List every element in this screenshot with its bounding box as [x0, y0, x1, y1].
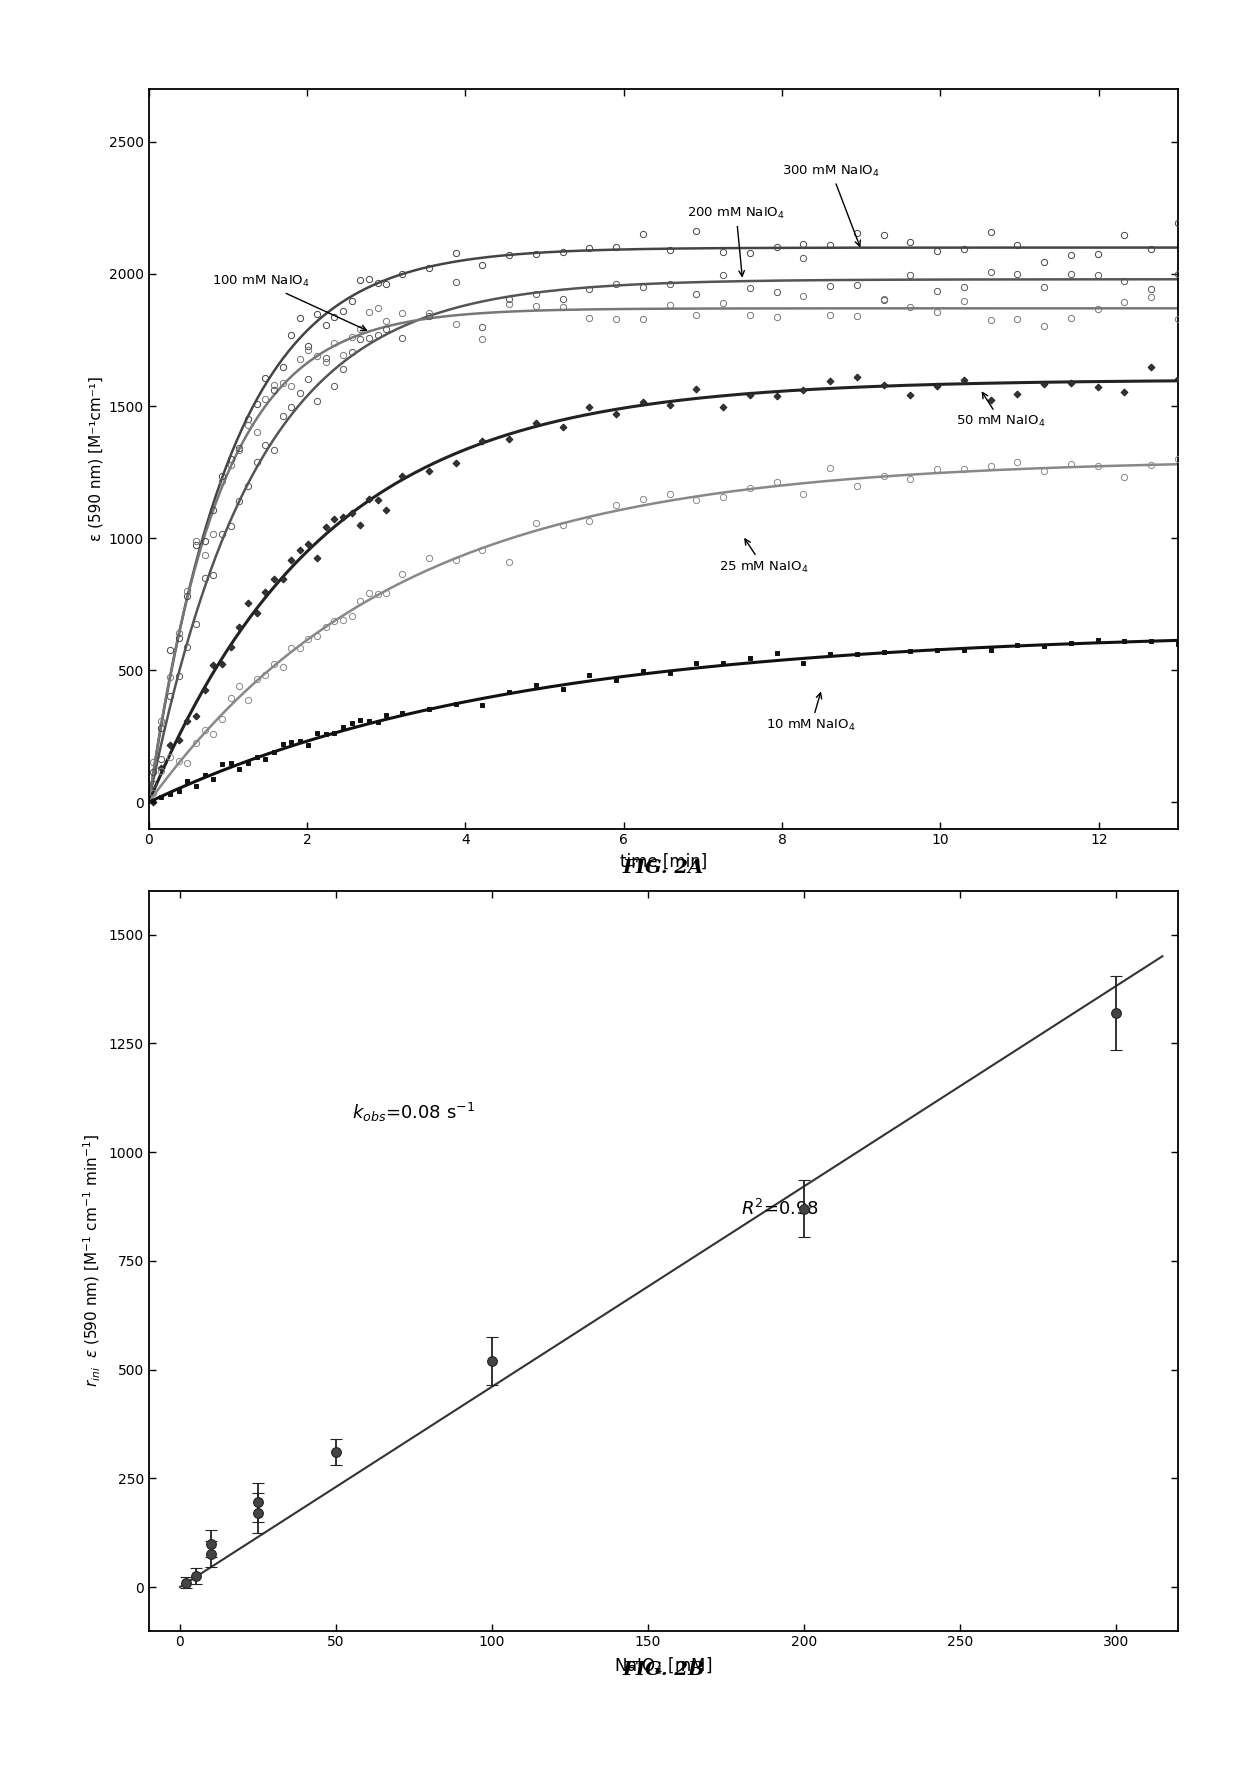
X-axis label: NaIO$_4$ [mM]: NaIO$_4$ [mM]	[614, 1655, 713, 1675]
Y-axis label: $r_{\mathit{ini}}$  $\varepsilon$ (590 nm) [M$^{-1}$ cm$^{-1}$ min$^{-1}$]: $r_{\mathit{ini}}$ $\varepsilon$ (590 nm…	[82, 1133, 103, 1388]
Text: $R^{2}$=0.98: $R^{2}$=0.98	[742, 1199, 820, 1219]
Text: 100 mM NaIO$_4$: 100 mM NaIO$_4$	[212, 274, 367, 330]
Text: $k_{\mathit{obs}}$=0.08 s$^{-1}$: $k_{\mathit{obs}}$=0.08 s$^{-1}$	[351, 1101, 475, 1124]
X-axis label: time [min]: time [min]	[620, 854, 707, 871]
Y-axis label: ε (590 nm) [M⁻¹cm⁻¹]: ε (590 nm) [M⁻¹cm⁻¹]	[88, 376, 103, 542]
Text: 10 mM NaIO$_4$: 10 mM NaIO$_4$	[766, 693, 856, 732]
Text: 300 mM NaIO$_4$: 300 mM NaIO$_4$	[782, 164, 880, 246]
Text: FIG. 2B: FIG. 2B	[622, 1661, 704, 1679]
Text: FIG. 2A: FIG. 2A	[622, 859, 704, 877]
Text: 25 mM NaIO$_4$: 25 mM NaIO$_4$	[719, 540, 808, 576]
Text: 200 mM NaIO$_4$: 200 mM NaIO$_4$	[687, 205, 785, 276]
Text: 50 mM NaIO$_4$: 50 mM NaIO$_4$	[956, 392, 1045, 429]
